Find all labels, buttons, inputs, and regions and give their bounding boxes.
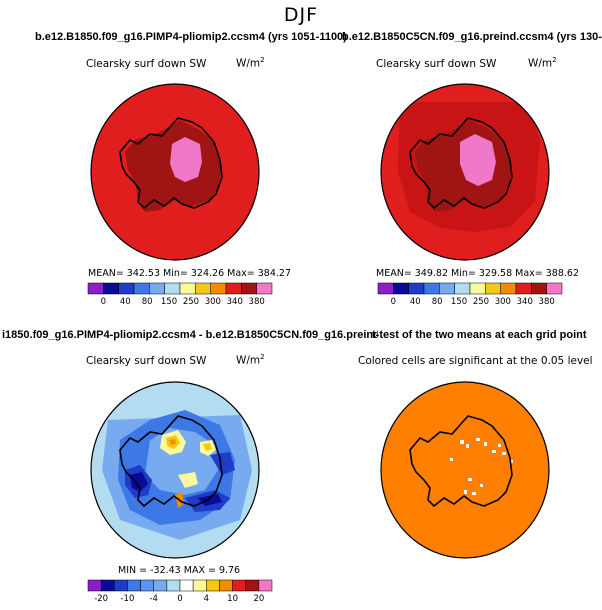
- panel1-colorbar: 0 40 80 150 250 300 340 380: [87, 282, 273, 307]
- panel3-colorbar-swatch: [87, 579, 102, 592]
- panel2-colorbar-tick-label: 340: [517, 297, 533, 307]
- panel3-colorbar-tick-label: -20: [94, 594, 108, 604]
- panel1-colorbar-swatch: [87, 282, 104, 295]
- panel3-colorbar-swatch: [219, 579, 233, 592]
- panel2-colorbar-swatch: [485, 282, 501, 295]
- panel2-colorbar-swatch: [408, 282, 425, 295]
- panel1-colorbar-tick-label: 250: [183, 297, 199, 307]
- panel1-colorbar-swatch: [149, 282, 165, 295]
- panel1-colorbar-swatch: [179, 282, 196, 295]
- panel3-colorbar-tick-label: -4: [149, 594, 157, 604]
- panel1-antarctica-coast: [119, 117, 223, 210]
- panel3-antarctica-coast: [119, 415, 223, 508]
- panel2-colorbar-swatch: [439, 282, 455, 295]
- panel3-colorbar-swatch: [166, 579, 181, 592]
- panel3-map: [90, 381, 260, 559]
- panel2-colorbar-tick-label: 150: [451, 297, 467, 307]
- panel1-colorbar-tick-label: 80: [142, 297, 153, 307]
- panel2-antarctica-coast: [409, 117, 513, 210]
- panel3-colorbar-tick-label: 4: [204, 594, 209, 604]
- panel3-colorbar-tick-label: 0: [177, 594, 182, 604]
- panel2-colorbar-swatch: [454, 282, 471, 295]
- panel1-colorbar-tick-label: 380: [249, 297, 265, 307]
- panel1-colorbar-tick-label: 0: [101, 297, 106, 307]
- panel1-run-title: b.e12.B1850.f09_g16.PIMP4-pliomip2.ccsm4…: [35, 31, 347, 43]
- panel3-colorbar-swatch: [140, 579, 154, 592]
- panel2-colorbar-tick-label: 40: [410, 297, 421, 307]
- panel2-colorbar-swatch: [546, 282, 563, 295]
- panel1-variable-label: Clearsky surf down SW: [86, 58, 207, 70]
- panel2-colorbar-tick-label: 0: [391, 297, 396, 307]
- panel2-colorbar-tick-label: 380: [539, 297, 555, 307]
- panel3-colorbar-swatch: [100, 579, 115, 592]
- panel3-colorbar-tick-label: 10: [227, 594, 238, 604]
- panel1-colorbar-swatch: [256, 282, 273, 295]
- panel3-colorbar-swatch: [232, 579, 246, 592]
- panel4-variable-label: Colored cells are significant at the 0.0…: [358, 355, 593, 367]
- panel1-colorbar-swatch: [195, 282, 211, 295]
- panel1-colorbar-tick-label: 40: [120, 297, 131, 307]
- panel3-colorbar-swatch: [127, 579, 141, 592]
- panel2-colorbar-swatch: [531, 282, 547, 295]
- panel1-colorbar-tick-label: 150: [161, 297, 177, 307]
- panel2-map-border: [380, 83, 550, 261]
- panel3-map-border: [90, 381, 260, 559]
- panel3-colorbar-swatch: [245, 579, 260, 592]
- panel2-colorbar-tick-label: 80: [432, 297, 443, 307]
- panel4-antarctica-coast: [409, 415, 513, 508]
- panel3-colorbar-tick-label: -10: [120, 594, 134, 604]
- panel4-significant-field: [381, 382, 549, 558]
- panel3-colorbar-tick-label: 20: [253, 594, 264, 604]
- panel1-colorbar-tick-label: 300: [205, 297, 221, 307]
- panel1-colorbar-swatch: [225, 282, 242, 295]
- panel2-colorbar-swatch: [423, 282, 440, 295]
- panel1-colorbar-swatch: [103, 282, 119, 295]
- panel3-stats: MIN = -32.43 MAX = 9.76: [118, 565, 241, 576]
- panel2-variable-label: Clearsky surf down SW: [376, 58, 497, 70]
- panel1-colorbar-tick-label: 340: [227, 297, 243, 307]
- panel3-colorbar-swatch: [192, 579, 207, 592]
- panel2-stats: MEAN= 349.82 Min= 329.58 Max= 388.62: [376, 268, 580, 279]
- panel3-units: W/m2: [236, 353, 265, 367]
- panel2-colorbar-swatch: [515, 282, 532, 295]
- panel1-map-border: [90, 83, 260, 261]
- panel3-colorbar-swatch: [258, 579, 273, 592]
- panel2-colorbar: 0 40 80 150 250 300 340 380: [377, 282, 563, 307]
- panel4-map-border: [380, 381, 550, 559]
- panel3-colorbar-swatch: [179, 579, 194, 592]
- panel2-map: [380, 83, 550, 261]
- panel3-run-title: i1850.f09_g16.PIMP4-pliomip2.ccsm4 - b.e…: [2, 329, 378, 341]
- panel1-colorbar-swatch: [164, 282, 181, 295]
- panel1-colorbar-swatch: [241, 282, 257, 295]
- figure-title: DJF: [283, 4, 319, 26]
- panel1-stats: MEAN= 342.53 Min= 324.26 Max= 384.27: [88, 268, 292, 279]
- panel2-colorbar-swatch: [500, 282, 517, 295]
- panel1-colorbar-swatch: [210, 282, 227, 295]
- panel2-colorbar-swatch: [393, 282, 409, 295]
- panel1-map: [90, 83, 260, 261]
- panel1-colorbar-swatch: [118, 282, 135, 295]
- panel3-colorbar-swatch: [114, 579, 128, 592]
- panel2-colorbar-swatch: [377, 282, 394, 295]
- panel2-colorbar-swatch: [469, 282, 486, 295]
- panel2-run-title: b.e12.B1850C5CN.f09_g16.preind.ccsm4 (yr…: [342, 31, 602, 43]
- panel3-colorbar: -20 -10 -4 0 4 10 20: [87, 579, 273, 604]
- panel1-units: W/m2: [236, 56, 265, 70]
- panel4-run-title: t-test of the two means at each grid poi…: [372, 329, 587, 341]
- panel2-units: W/m2: [528, 56, 557, 70]
- panel3-variable-label: Clearsky surf down SW: [86, 355, 207, 367]
- panel4-map: [380, 381, 550, 559]
- panel3-colorbar-swatch: [206, 579, 220, 592]
- panel3-colorbar-swatch: [153, 579, 168, 592]
- panel2-colorbar-tick-label: 300: [495, 297, 511, 307]
- panel2-colorbar-tick-label: 250: [473, 297, 489, 307]
- panel1-colorbar-swatch: [133, 282, 150, 295]
